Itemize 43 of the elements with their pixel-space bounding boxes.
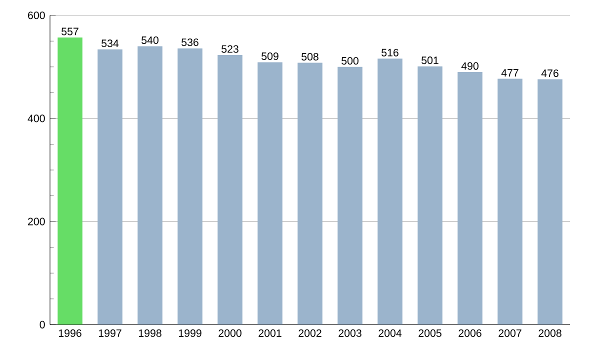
bar	[258, 62, 282, 325]
bar	[498, 78, 522, 325]
x-tick-label: 1996	[58, 329, 82, 337]
x-tick-label: 2000	[218, 329, 242, 337]
bar	[98, 49, 122, 325]
bar	[58, 38, 82, 325]
bar	[138, 46, 162, 325]
x-tick-label: 1999	[178, 329, 202, 337]
data-label: 509	[262, 52, 278, 60]
data-label: 540	[142, 36, 158, 44]
x-tick-label: 1997	[98, 329, 122, 337]
x-tick-label: 2007	[498, 329, 522, 337]
y-tick-label: 600	[28, 12, 45, 20]
data-label: 508	[302, 52, 318, 60]
bar	[458, 72, 482, 325]
x-tick-label: 1998	[138, 329, 162, 337]
data-label: 557	[62, 28, 78, 36]
data-label: 500	[342, 57, 358, 65]
bar	[298, 62, 322, 325]
bar	[338, 66, 362, 325]
data-label: 490	[461, 62, 478, 70]
data-label: 536	[182, 38, 198, 46]
y-tick-label: 400	[28, 114, 45, 122]
data-label: 501	[422, 56, 438, 64]
y-tick-label: 200	[28, 218, 45, 226]
x-tick-label: 2001	[258, 329, 282, 337]
y-tick-label: 0	[40, 320, 45, 328]
x-tick-label: 2003	[338, 329, 362, 337]
data-label: 476	[541, 69, 558, 77]
x-tick-label: 2005	[418, 329, 442, 337]
data-label: 477	[501, 69, 518, 76]
x-tick-label: 2006	[458, 329, 482, 337]
x-tick-label: 2004	[378, 329, 402, 337]
x-tick-label: 2002	[298, 329, 322, 337]
bar	[178, 48, 202, 325]
data-label: 534	[102, 40, 119, 48]
bar	[538, 79, 562, 325]
data-label: 523	[222, 45, 238, 53]
x-tick-label: 2008	[538, 329, 562, 337]
bar	[378, 58, 402, 325]
bar	[418, 66, 442, 325]
bar	[218, 55, 242, 325]
data-label: 516	[382, 48, 398, 56]
